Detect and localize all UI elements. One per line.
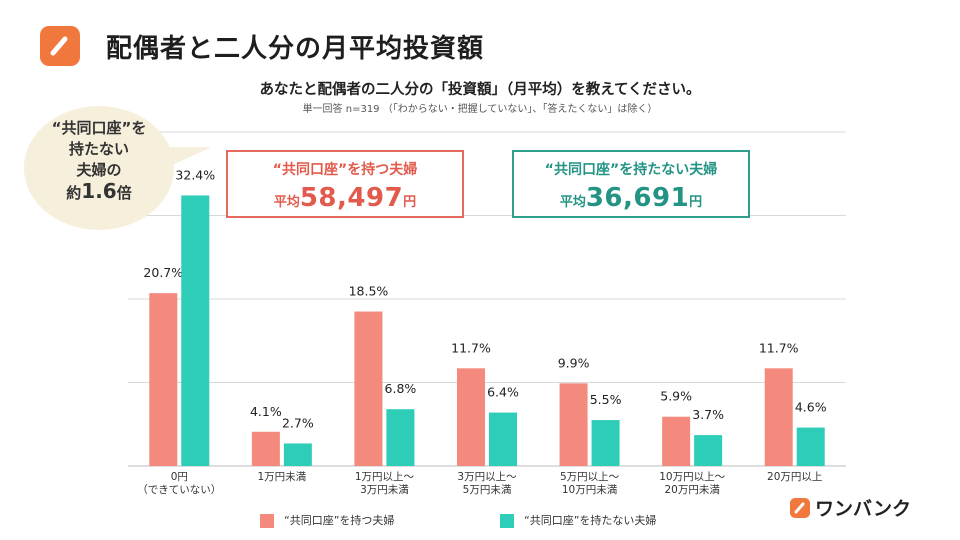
bar-joint bbox=[559, 383, 588, 466]
category-label: 20万円未満 bbox=[664, 484, 720, 496]
average-no-joint-value: 36,691 bbox=[585, 183, 690, 213]
category-label: 1万円未満 bbox=[258, 471, 307, 483]
data-label-no-joint: 4.6% bbox=[795, 400, 827, 415]
bar-no-joint bbox=[283, 443, 312, 466]
bar-no-joint bbox=[489, 412, 517, 466]
category-label: 3万円以上～ bbox=[457, 471, 517, 483]
page-title: 配偶者と二人分の月平均投資額 bbox=[106, 34, 485, 64]
category-label: 1万円以上～ bbox=[355, 471, 415, 483]
callout-line2: 持たない bbox=[68, 140, 129, 158]
average-no-joint-unit: 円 bbox=[689, 195, 703, 210]
data-label-no-joint: 32.4% bbox=[175, 167, 215, 182]
bar-no-joint bbox=[181, 195, 210, 466]
survey-question: あなたと配偶者の二人分の「投資額」（月平均）を教えてください。 bbox=[259, 82, 701, 98]
bar-joint bbox=[251, 431, 280, 466]
legend-item-no-joint: “共同口座”を持たない夫婦 bbox=[500, 512, 656, 528]
data-label-no-joint: 6.4% bbox=[487, 385, 519, 400]
legend-label-joint: “共同口座”を持つ夫婦 bbox=[284, 514, 395, 527]
category-label: 5万円未満 bbox=[463, 484, 512, 496]
data-label-joint: 20.7% bbox=[143, 265, 183, 280]
category-label: 10万円以上～ bbox=[659, 471, 725, 483]
data-label-no-joint: 5.5% bbox=[590, 392, 622, 407]
bar-joint bbox=[764, 368, 793, 466]
bar-no-joint bbox=[386, 409, 415, 466]
category-label: 5万円以上～ bbox=[560, 471, 620, 483]
callout-multiplier: 1.6 bbox=[81, 179, 117, 203]
survey-note: 単一回答 n=319 （「わからない・把握していない」、「答えたくない」は除く） bbox=[302, 104, 658, 115]
data-label-joint: 9.9% bbox=[558, 355, 590, 370]
brand-logo: ワンバンク bbox=[790, 494, 911, 520]
bar-joint bbox=[149, 293, 178, 466]
category-label: （できていない） bbox=[137, 484, 221, 496]
bar-joint bbox=[354, 311, 383, 466]
callout-text: “共同口座”を 持たない 夫婦の 約1.6倍 bbox=[24, 118, 174, 204]
average-joint-value: 58,497 bbox=[299, 183, 404, 213]
data-label-joint: 18.5% bbox=[349, 284, 389, 299]
data-label-no-joint: 6.8% bbox=[385, 381, 417, 396]
average-box-no-joint: “共同口座”を持たない夫婦 平均36,691円 bbox=[512, 150, 750, 218]
data-label-joint: 11.7% bbox=[759, 340, 799, 355]
bar-no-joint bbox=[796, 427, 825, 466]
data-label-joint: 11.7% bbox=[451, 340, 491, 355]
callout-bubble bbox=[24, 106, 174, 230]
bar-joint bbox=[662, 416, 691, 466]
data-label-no-joint: 2.7% bbox=[282, 415, 314, 430]
legend-label-no-joint: “共同口座”を持たない夫婦 bbox=[524, 514, 657, 527]
average-joint-unit: 円 bbox=[403, 195, 417, 210]
data-label-joint: 4.1% bbox=[250, 404, 282, 419]
legend-item-joint: “共同口座”を持つ夫婦 bbox=[260, 512, 394, 528]
bar-no-joint bbox=[694, 435, 723, 466]
callout-line3: 夫婦の bbox=[76, 161, 122, 179]
legend-swatch-no-joint bbox=[500, 514, 514, 528]
average-no-joint-title: “共同口座”を持たない夫婦 bbox=[544, 162, 718, 178]
average-no-joint-prefix: 平均 bbox=[559, 195, 586, 210]
brand-pencil-icon bbox=[790, 497, 810, 518]
brand-name: ワンバンク bbox=[815, 498, 911, 520]
legend-swatch-joint bbox=[260, 514, 274, 528]
callout-line1: “共同口座”を bbox=[51, 119, 147, 137]
bar-joint bbox=[457, 368, 485, 466]
data-label-no-joint: 3.7% bbox=[692, 407, 724, 422]
category-label: 3万円未満 bbox=[360, 484, 409, 496]
bar-no-joint bbox=[591, 420, 620, 466]
callout-line4-prefix: 約 bbox=[66, 184, 82, 202]
category-label: 10万円未満 bbox=[562, 484, 618, 496]
average-joint-title: “共同口座”を持つ夫婦 bbox=[272, 162, 418, 178]
category-label: 20万円以上 bbox=[767, 471, 822, 483]
callout-line4-suffix: 倍 bbox=[116, 184, 132, 202]
data-label-joint: 5.9% bbox=[660, 389, 692, 404]
logo-pencil-icon bbox=[40, 26, 80, 66]
average-joint-prefix: 平均 bbox=[273, 195, 300, 210]
category-label: 0円 bbox=[171, 471, 188, 483]
average-box-joint: “共同口座”を持つ夫婦 平均58,497円 bbox=[226, 150, 464, 218]
